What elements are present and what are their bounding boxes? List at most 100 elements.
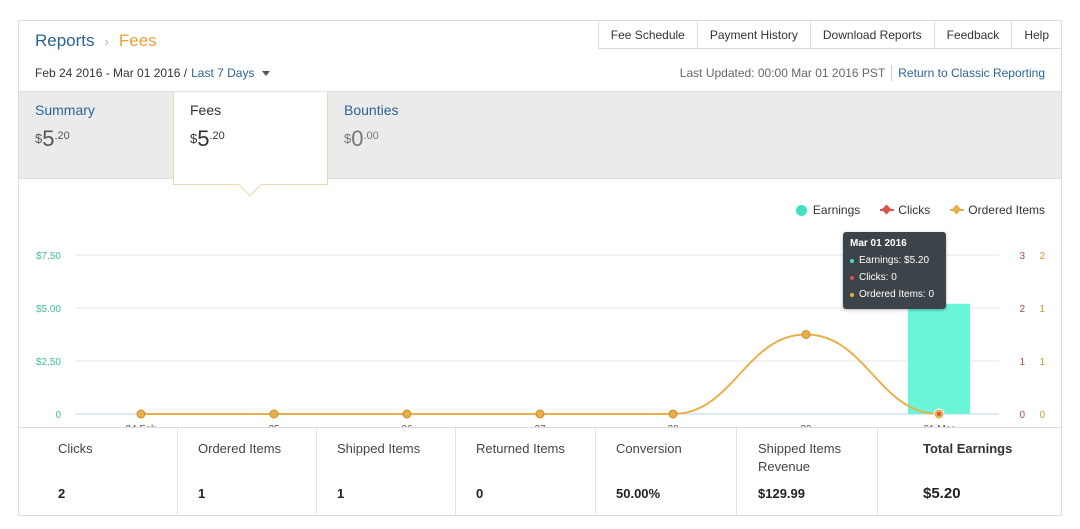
stat-label: Conversion xyxy=(616,441,682,456)
value-integer: 5 xyxy=(42,126,55,151)
stat-value: 50.00% xyxy=(616,486,661,501)
ordered-items-point xyxy=(535,409,545,419)
legend-ordered-items[interactable]: Ordered Items xyxy=(950,203,1045,217)
stat-value: $129.99 xyxy=(758,486,805,501)
tab-fees[interactable]: Fees $ 5 .20 xyxy=(173,92,328,197)
ordered-items-point xyxy=(402,409,412,419)
last-updated-text: Last Updated: 00:00 Mar 01 2016 PST xyxy=(679,66,886,80)
x-axis-tick-label: 26 xyxy=(401,424,413,427)
tab-bounties-label: Bounties xyxy=(344,102,399,118)
value-decimal: .00 xyxy=(363,130,379,142)
period-dropdown[interactable]: Last 7 Days xyxy=(191,66,255,80)
legend-clicks-label: Clicks xyxy=(898,203,931,217)
chevron-down-icon[interactable] xyxy=(262,70,271,76)
stat-label: Returned Items xyxy=(476,441,565,456)
legend-earnings-label: Earnings xyxy=(812,203,861,217)
chart-canvas: 0 $2.50 $5.00 $7.50 0 0 1 1 2 1 3 2 24 Feb 25 26 27 28 29… xyxy=(36,251,1045,427)
feedback-button[interactable]: Feedback xyxy=(934,20,1013,49)
classic-reporting-link[interactable]: Return to Classic Reporting xyxy=(898,66,1045,80)
legend-ordered-items-label: Ordered Items xyxy=(968,203,1045,217)
breadcrumb-separator-icon: › xyxy=(104,33,109,49)
earnings-legend-icon xyxy=(795,204,807,216)
download-reports-button[interactable]: Download Reports xyxy=(810,20,935,49)
stat-value: 1 xyxy=(198,486,206,501)
left-axis-tick-label: $5.00 xyxy=(36,304,61,315)
x-axis-tick-label: 27 xyxy=(534,424,546,427)
divider xyxy=(891,65,893,81)
value-integer: 0 xyxy=(351,126,364,151)
stat-returned-items: Returned Items 0 xyxy=(456,428,596,516)
right-axis-clicks-tick-label: 1 xyxy=(1019,357,1025,368)
stat-label: Ordered Items xyxy=(198,441,282,456)
ordered-items-point xyxy=(668,409,678,419)
stat-shipped-revenue: Shipped Items Revenue $129.99 xyxy=(737,428,878,516)
help-button[interactable]: Help xyxy=(1012,20,1062,49)
tab-bounties-value: $ 0 .00 xyxy=(344,126,472,152)
chart-legend: Earnings Clicks Ordered Items xyxy=(776,203,1045,217)
date-range-text: Feb 24 2016 - Mar 01 2016 / xyxy=(35,66,188,80)
fee-schedule-button[interactable]: Fee Schedule xyxy=(597,20,698,49)
tooltip-earnings: Earnings: $5.20 xyxy=(859,255,930,266)
stat-value: 1 xyxy=(337,486,345,501)
tab-fees-value: $ 5 .20 xyxy=(190,126,311,152)
legend-earnings[interactable]: Earnings xyxy=(795,203,861,217)
right-axis-clicks-tick-label: 3 xyxy=(1019,251,1025,262)
tab-bounties[interactable]: Bounties $ 0 .00 xyxy=(328,92,488,180)
stat-conversion: Conversion 50.00% xyxy=(596,428,737,516)
right-axis-ordered-tick-label: 1 xyxy=(1039,357,1045,368)
x-axis-tick-label: 28 xyxy=(667,424,679,427)
value-decimal: .20 xyxy=(209,130,225,142)
tab-summary-value: $ 5 .20 xyxy=(35,126,157,152)
earnings-bar xyxy=(908,303,970,414)
clicks-dot-icon xyxy=(850,275,854,280)
ordered-items-point xyxy=(136,409,146,419)
tooltip-clicks-row: Clicks: 0 xyxy=(850,272,939,283)
payment-history-button[interactable]: Payment History xyxy=(697,20,811,49)
earnings-chart: 0 $2.50 $5.00 $7.50 0 0 1 1 2 1 3 2 24 Feb 25 26 27 28 29… xyxy=(19,181,1061,427)
right-axis-ordered-tick-label: 2 xyxy=(1039,251,1045,262)
date-range: Feb 24 2016 - Mar 01 2016 / Last 7 Days xyxy=(35,66,271,80)
currency-symbol: $ xyxy=(35,131,43,146)
tab-fees-label: Fees xyxy=(190,102,222,118)
stat-ordered-items: Ordered Items 1 xyxy=(178,428,317,516)
tooltip-clicks: Clicks: 0 xyxy=(859,272,897,283)
update-info: Last Updated: 00:00 Mar 01 2016 PST Retu… xyxy=(680,65,1045,81)
left-axis-tick-label: 0 xyxy=(55,410,61,421)
chart-tooltip: Mar 01 2016 Earnings: $5.20 Clicks: 0 Or… xyxy=(843,232,946,309)
stat-clicks: Clicks 2 xyxy=(19,428,178,516)
stat-label: Shipped Items xyxy=(337,441,421,456)
ordered-items-line xyxy=(141,333,940,415)
stat-total-earnings: Total Earnings $5.20 xyxy=(878,428,1061,516)
tab-summary[interactable]: Summary $ 5 .20 xyxy=(19,92,173,180)
tooltip-title: Mar 01 2016 xyxy=(850,238,907,249)
tooltip-earnings-row: Earnings: $5.20 xyxy=(850,255,939,266)
x-axis-tick-label: 01 Mar xyxy=(923,424,955,427)
legend-clicks[interactable]: Clicks xyxy=(880,203,930,217)
breadcrumb-current-page: Fees xyxy=(118,31,157,50)
stat-value: 0 xyxy=(476,486,484,501)
stat-label: Clicks xyxy=(58,441,93,456)
currency-symbol: $ xyxy=(344,131,352,146)
tooltip-ordered: Ordered Items: 0 xyxy=(859,289,935,300)
currency-symbol: $ xyxy=(190,131,198,146)
breadcrumb-reports-link[interactable]: Reports xyxy=(35,31,95,50)
right-axis-clicks-tick-label: 0 xyxy=(1019,410,1025,421)
clicks-point xyxy=(937,412,941,416)
earnings-dot-icon xyxy=(850,258,854,263)
stat-shipped-items: Shipped Items 1 xyxy=(317,428,456,516)
right-axis-ordered-tick-label: 0 xyxy=(1039,410,1045,421)
report-panel: Reports › Fees Fee Schedule Payment Hist… xyxy=(18,20,1062,516)
tooltip-ordered-row: Ordered Items: 0 xyxy=(850,289,939,300)
breadcrumb: Reports › Fees xyxy=(35,31,157,51)
left-axis-tick-label: $7.50 xyxy=(36,251,61,262)
value-integer: 5 xyxy=(197,126,210,151)
tab-summary-label: Summary xyxy=(35,102,95,118)
x-axis-tick-label: 25 xyxy=(268,424,280,427)
stat-label: Total Earnings xyxy=(923,441,1013,456)
ordered-dot-icon xyxy=(850,292,854,297)
right-axis-clicks-tick-label: 2 xyxy=(1019,304,1025,315)
clicks-legend-icon xyxy=(880,204,895,215)
stat-value: $5.20 xyxy=(923,485,961,502)
stats-row: Clicks 2 Ordered Items 1 Shipped Items 1… xyxy=(19,427,1061,516)
value-decimal: .20 xyxy=(54,130,70,142)
